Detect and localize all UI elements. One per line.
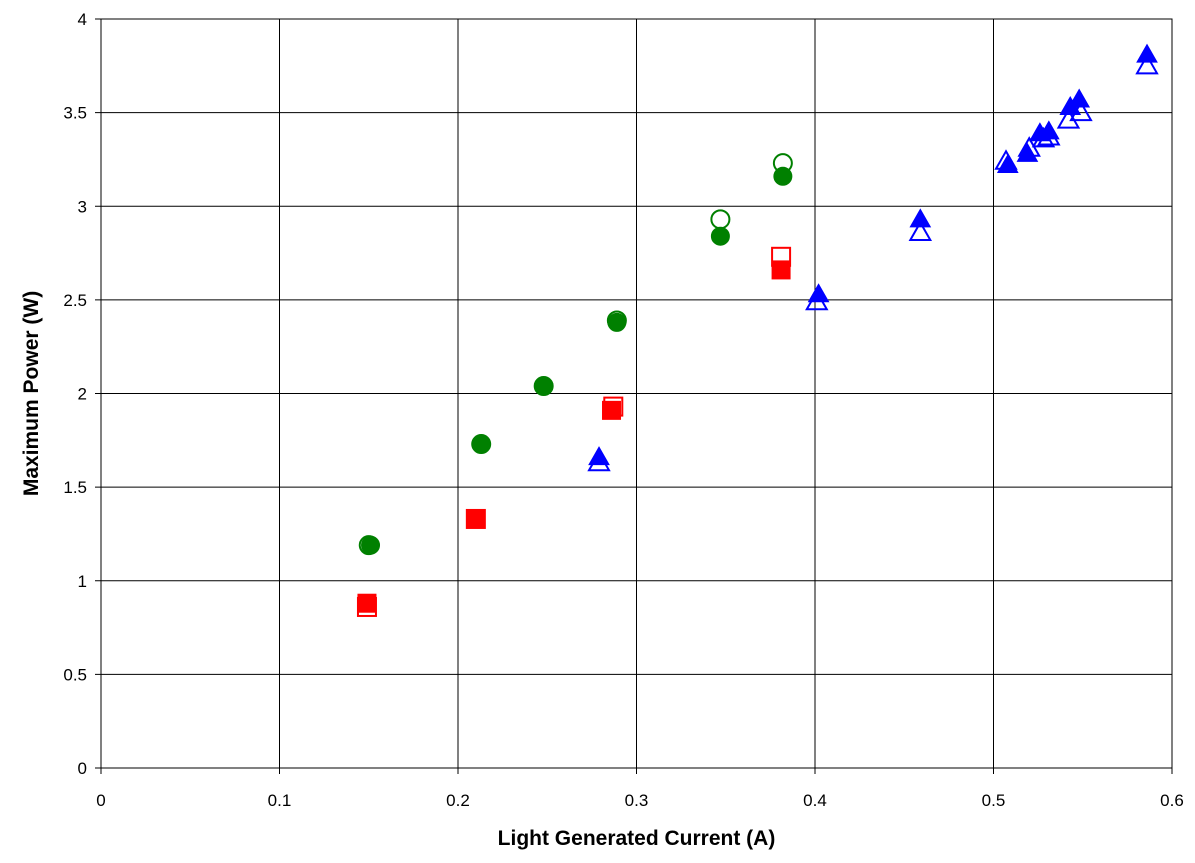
x-tick-label: 0.2	[446, 791, 470, 810]
filled-triangle-point	[1136, 43, 1158, 63]
open-square-point	[465, 508, 486, 529]
open-circle-point	[710, 209, 731, 230]
x-axis-title: Light Generated Current (A)	[498, 827, 776, 850]
x-tick-label: 0	[96, 791, 105, 810]
open-square-point	[603, 396, 624, 417]
grid-lines	[101, 18, 1173, 768]
y-tick-label: 2.5	[63, 291, 87, 310]
y-tick-label: 0	[78, 759, 87, 778]
open-square-point	[771, 246, 792, 267]
x-axis: 0 0.1 0.2 0.3 0.4 0.5 0.6	[96, 768, 1184, 810]
open-square-point	[356, 596, 377, 617]
data-points	[356, 43, 1159, 617]
x-tick-label: 0.6	[1160, 791, 1184, 810]
filled-square-point	[771, 260, 791, 280]
filled-circle-point	[710, 226, 730, 246]
filled-triangle-point	[1016, 142, 1039, 162]
y-tick-label: 4	[78, 10, 87, 29]
y-tick-label: 2	[78, 385, 87, 404]
y-axis-title: Maximum Power (W)	[20, 291, 43, 496]
open-circle-point	[358, 535, 379, 556]
open-triangle-point	[908, 220, 933, 241]
open-circle-point	[533, 376, 554, 397]
filled-triangle-point	[909, 208, 932, 228]
open-circle-point	[471, 434, 492, 455]
open-triangle-point	[1069, 100, 1093, 122]
open-circle-point	[772, 153, 793, 174]
open-triangle-point	[1056, 108, 1081, 129]
filled-triangle-point	[996, 154, 1019, 174]
x-tick-label: 0.1	[268, 791, 292, 810]
open-triangle-point	[1031, 126, 1056, 148]
x-tick-label: 0.4	[803, 791, 827, 810]
x-tick-label: 0.5	[982, 791, 1006, 810]
filled-square-point	[357, 593, 377, 613]
y-tick-label: 1.5	[63, 478, 87, 497]
open-triangle-point	[1037, 124, 1061, 146]
filled-triangle-point	[588, 446, 610, 466]
y-tick-label: 3	[78, 197, 87, 216]
filled-square-point	[466, 509, 486, 529]
open-circle-point	[606, 310, 627, 331]
x-tick-label: 0.3	[625, 791, 649, 810]
open-triangle-point	[805, 289, 829, 311]
open-triangle-point	[587, 450, 611, 472]
y-axis: 0 0.5 1 1.5 2 2.5 3 3.5 4	[63, 10, 101, 778]
y-tick-label: 1	[78, 572, 87, 591]
open-triangle-point	[994, 149, 1018, 170]
y-tick-label: 3.5	[63, 104, 87, 123]
y-tick-label: 0.5	[63, 665, 87, 684]
open-triangle-point	[1135, 53, 1159, 75]
